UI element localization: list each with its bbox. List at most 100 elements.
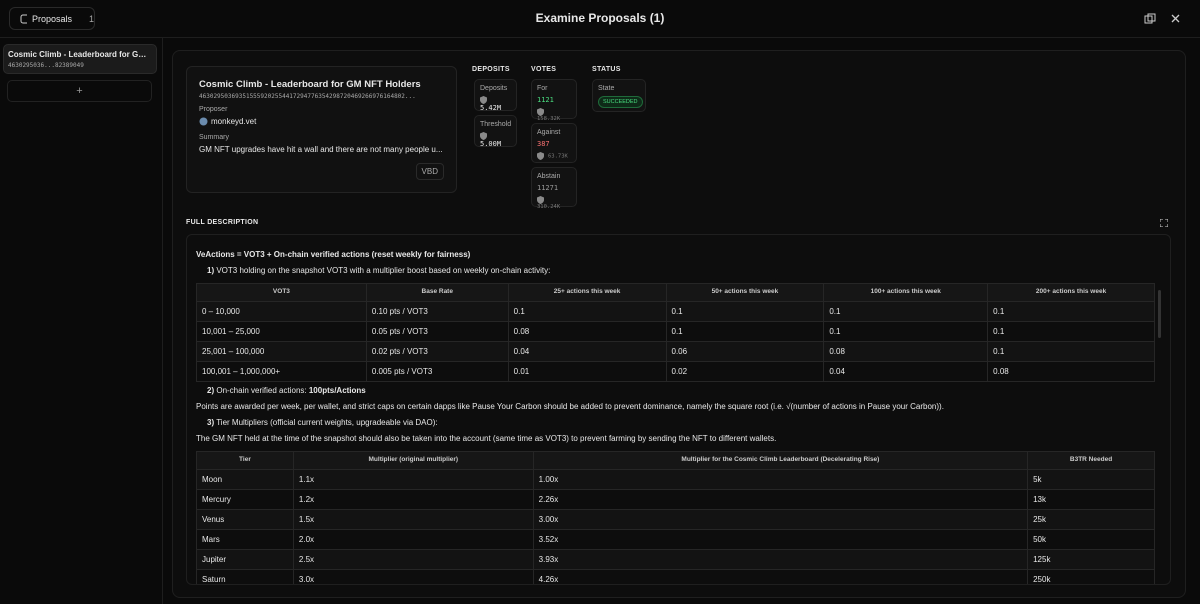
- tag: VBD: [415, 163, 444, 180]
- cell: 1.5x: [292, 509, 534, 530]
- vote-label: Abstain: [537, 173, 561, 180]
- scrollbar: [1158, 290, 1161, 338]
- header: Proposals 1 Examine Proposals (1): [0, 0, 1200, 38]
- cell: 25k: [1027, 509, 1155, 530]
- cell: Mars: [196, 529, 294, 550]
- cell: 0.04: [507, 341, 667, 362]
- cell: 0.05 pts / VOT3: [365, 321, 509, 342]
- deposit-value: 5.00M: [480, 132, 511, 148]
- table-wrap: VOT3 Base Rate 25+ actions this week 50+ ac…: [196, 283, 1161, 382]
- copy-button[interactable]: [1144, 13, 1156, 25]
- proposal-id: 4630295036935155592025544172947763542987…: [199, 93, 416, 100]
- proposal-title: Cosmic Climb - Leaderboard for GM NFT Ho…: [199, 79, 421, 90]
- value: 310.24K: [537, 204, 561, 210]
- header-cell: Base Rate: [365, 283, 509, 302]
- cell: Jupiter: [196, 549, 294, 570]
- table: Tier Multiplier (original multiplier) Mult…: [196, 451, 1155, 584]
- vote-power: 158.32K: [537, 108, 571, 122]
- proposer[interactable]: monkeyd.vet: [211, 117, 257, 126]
- cell: 2.26x: [532, 489, 1029, 510]
- vote-box: Against 387 63.73K: [531, 123, 577, 163]
- vote-count: 11271: [537, 184, 559, 192]
- cell: 250k: [1027, 569, 1155, 584]
- icon: [480, 96, 487, 104]
- text: On-chain verified actions:: [214, 386, 309, 395]
- count: 1: [88, 13, 94, 24]
- vote-count: 387: [537, 140, 550, 148]
- vote-power: 310.24K: [537, 196, 571, 210]
- header-cell: Tier: [196, 451, 294, 470]
- summary: GM NFT upgrades have hit a wall and ther…: [199, 145, 443, 154]
- cell: 1.00x: [532, 469, 1029, 490]
- header-row: VOT3 Base Rate 25+ actions this week 50+ ac…: [196, 283, 1155, 302]
- cell: 0.005 pts / VOT3: [365, 361, 509, 382]
- table-wrap: Tier Multiplier (original multiplier) Mult…: [196, 451, 1161, 584]
- paragraph: 2) On-chain verified actions: 100pts/Act…: [196, 387, 1161, 395]
- status-box: State SUCCEEDED: [592, 79, 646, 112]
- cell: 0.1: [823, 321, 989, 342]
- header-cell: Multiplier for the Cosmic Climb Leaderbo…: [532, 451, 1029, 470]
- num: 3): [207, 418, 215, 427]
- proposals-button[interactable]: Proposals 1: [9, 7, 95, 30]
- deposit-value: 5.42M: [480, 96, 511, 112]
- row: 10,001 – 25,000 0.05 pts / VOT3 0.08 0.1 0.1…: [196, 321, 1155, 342]
- item-title: Cosmic Climb - Leaderboard for GM NFT Ho…: [8, 50, 152, 59]
- row: 0 – 10,000 0.10 pts / VOT3 0.1 0.1 0.1 0.1: [196, 301, 1155, 322]
- header-cell: VOT3: [196, 283, 367, 302]
- add-button[interactable]: +: [7, 80, 152, 102]
- header-row: Tier Multiplier (original multiplier) Mult…: [196, 451, 1155, 470]
- sidebar: Cosmic Climb - Leaderboard for GM NFT Ho…: [0, 38, 163, 604]
- cell: 5k: [1027, 469, 1155, 490]
- deposit-label: Deposits: [480, 85, 508, 92]
- cell: 3.00x: [532, 509, 1029, 530]
- item-id: 4630295036...82389049: [8, 62, 84, 69]
- header-cell: B3TR Needed: [1027, 451, 1155, 470]
- state-label: State: [598, 85, 615, 92]
- vote-label: For: [537, 85, 548, 92]
- vote-box: Abstain 11271 310.24K: [531, 167, 577, 210]
- table: VOT3 Base Rate 25+ actions this week 50+ ac…: [196, 283, 1155, 382]
- cell: 13k: [1027, 489, 1155, 510]
- cell: 0.06: [665, 341, 825, 362]
- deposit-box: Threshold 5.00M: [474, 115, 517, 148]
- cell: 125k: [1027, 549, 1155, 570]
- expand-button[interactable]: [1160, 219, 1168, 227]
- icon: [537, 152, 544, 160]
- proposal-card: Cosmic Climb - Leaderboard for GM NFT Ho…: [186, 66, 457, 193]
- bold-text: 100pts/Actions: [308, 386, 366, 395]
- state-badge: SUCCEEDED: [598, 96, 643, 108]
- cell: 0.02: [665, 361, 825, 382]
- header-cell: 100+ actions this week: [823, 283, 989, 302]
- cell: 3.93x: [532, 549, 1029, 570]
- row: Jupiter 2.5x 3.93x 125k: [196, 549, 1155, 570]
- cell: Mercury: [196, 489, 294, 510]
- row: Moon 1.1x 1.00x 5k: [196, 469, 1155, 490]
- cell: Saturn: [196, 569, 294, 584]
- header-cell: 50+ actions this week: [665, 283, 825, 302]
- description-heading: FULL DESCRIPTION: [186, 219, 259, 226]
- text: VOT3 holding on the snapshot VOT3 with a…: [214, 266, 551, 275]
- header-cell: Multiplier (original multiplier): [292, 451, 534, 470]
- value: 5.42M: [480, 104, 502, 112]
- title: Examine Proposals (1): [535, 11, 665, 25]
- cell: 0.02 pts / VOT3: [365, 341, 509, 362]
- description: VeActions = VOT3 + On-chain verified act…: [186, 234, 1171, 585]
- value: 63.73K: [548, 153, 568, 160]
- cell: Venus: [196, 509, 294, 530]
- cell: 0.08: [987, 361, 1155, 382]
- icon: [537, 108, 544, 116]
- icon: [537, 196, 544, 204]
- vote-label: Against: [537, 129, 561, 136]
- cell: 50k: [1027, 529, 1155, 550]
- cell: 1.2x: [292, 489, 534, 510]
- sidebar-item[interactable]: Cosmic Climb - Leaderboard for GM NFT Ho…: [3, 44, 157, 74]
- cell: 0.10 pts / VOT3: [365, 301, 509, 322]
- cell: 10,001 – 25,000: [196, 321, 367, 342]
- header-cell: 25+ actions this week: [507, 283, 667, 302]
- cell: 0.1: [823, 301, 989, 322]
- close-button[interactable]: [1170, 13, 1181, 24]
- cell: 2.0x: [292, 529, 534, 550]
- row: Saturn 3.0x 4.26x 250k: [196, 569, 1155, 584]
- paragraph: VeActions = VOT3 + On-chain verified act…: [196, 250, 471, 259]
